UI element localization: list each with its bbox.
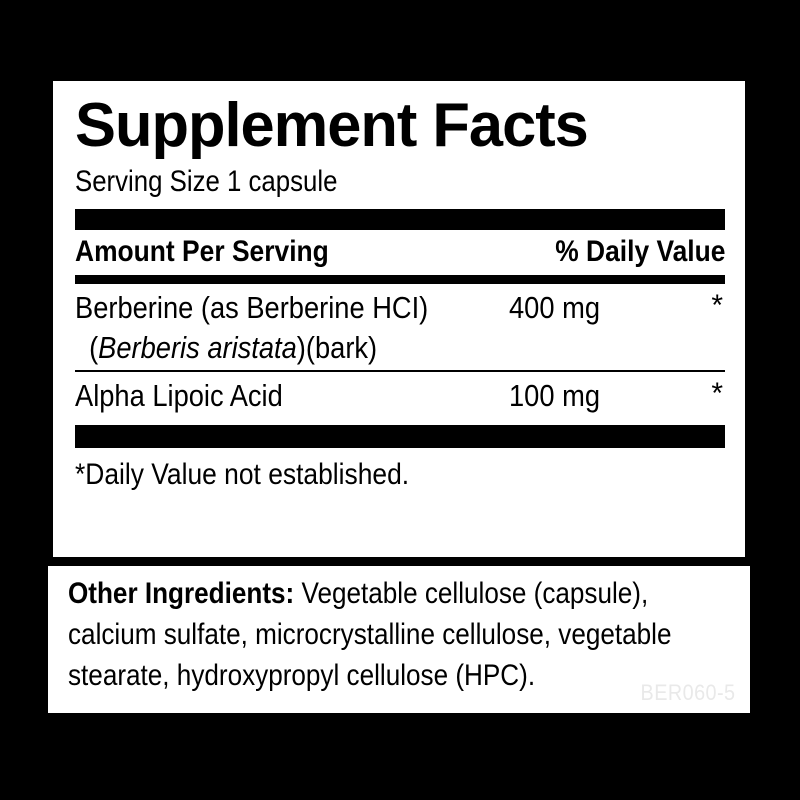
lot-code-text: BER060-5 (641, 680, 736, 705)
table-row: Alpha Lipoic Acid 100 mg * (75, 372, 725, 420)
header-rule-thick-top (75, 209, 725, 230)
botanical-paren-open: ( (89, 330, 99, 365)
supplement-facts-panel: Supplement Facts Serving Size 1 capsule … (50, 78, 748, 560)
ingredient-daily-value: * (711, 377, 723, 410)
other-ingredients-text: Other Ingredients: Vegetable cellulose (… (68, 573, 677, 696)
column-header-amount-per-serving: Amount Per Serving (75, 235, 329, 268)
table-header-row: Amount Per Serving % Daily Value (75, 233, 725, 271)
table-row: Berberine (as Berberine HCI) (Berberis a… (75, 284, 725, 368)
other-ingredients-label: Other Ingredients: (68, 577, 295, 610)
footer-rule-thick (75, 425, 725, 448)
other-ingredients-panel: Other Ingredients: Vegetable cellulose (… (48, 566, 750, 713)
ingredient-daily-value: * (711, 289, 723, 322)
ingredient-amount: 400 mg (509, 290, 600, 325)
other-ingredients-list: Vegetable cellulose (capsule), calcium s… (68, 577, 672, 692)
ingredient-botanical-source: (Berberis aristata)(bark) (75, 328, 647, 368)
botanical-latin-name: Berberis aristata (98, 330, 297, 365)
column-header-daily-value: % Daily Value (554, 235, 725, 268)
supplement-facts-content: Supplement Facts Serving Size 1 capsule … (75, 93, 725, 494)
ingredient-name: Alpha Lipoic Acid (75, 378, 283, 413)
daily-value-footnote: *Daily Value not established. (75, 458, 410, 491)
row-divider-rule (75, 370, 725, 372)
ingredient-name: Berberine (as Berberine HCI) (75, 290, 429, 325)
header-rule-medium (75, 275, 725, 284)
page-title: Supplement Facts (75, 91, 589, 160)
ingredient-amount: 100 mg (509, 378, 600, 413)
serving-size-text: Serving Size 1 capsule (75, 165, 338, 198)
botanical-part-used: )(bark) (296, 330, 378, 365)
